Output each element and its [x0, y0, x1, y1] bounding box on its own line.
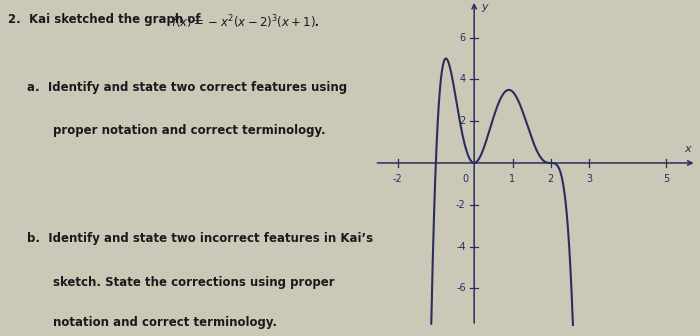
Text: 4: 4	[460, 74, 466, 84]
Text: sketch. State the corrections using proper: sketch. State the corrections using prop…	[53, 276, 335, 289]
Text: notation and correct terminology.: notation and correct terminology.	[53, 316, 277, 329]
Text: 6: 6	[460, 33, 466, 43]
Text: 2: 2	[459, 116, 466, 126]
Text: b.  Identify and state two incorrect features in Kai’s: b. Identify and state two incorrect feat…	[27, 232, 374, 245]
Text: 2: 2	[547, 174, 554, 184]
Text: 1: 1	[510, 174, 516, 184]
Text: proper notation and correct terminology.: proper notation and correct terminology.	[53, 124, 326, 137]
Text: -4: -4	[456, 242, 466, 252]
Text: a.  Identify and state two correct features using: a. Identify and state two correct featur…	[27, 81, 348, 94]
Text: 2.  Kai sketched the graph of: 2. Kai sketched the graph of	[8, 13, 200, 27]
Text: $f(x)=-x^{2}(x-2)^{3}(x+1)$.: $f(x)=-x^{2}(x-2)^{3}(x+1)$.	[171, 13, 319, 31]
Text: 3: 3	[586, 174, 592, 184]
Text: -2: -2	[393, 174, 402, 184]
Text: 0: 0	[463, 174, 469, 184]
Text: -2: -2	[456, 200, 466, 210]
Text: 5: 5	[663, 174, 669, 184]
Text: -6: -6	[456, 283, 466, 293]
Text: $x$: $x$	[684, 143, 693, 154]
Text: $y$: $y$	[481, 2, 490, 14]
